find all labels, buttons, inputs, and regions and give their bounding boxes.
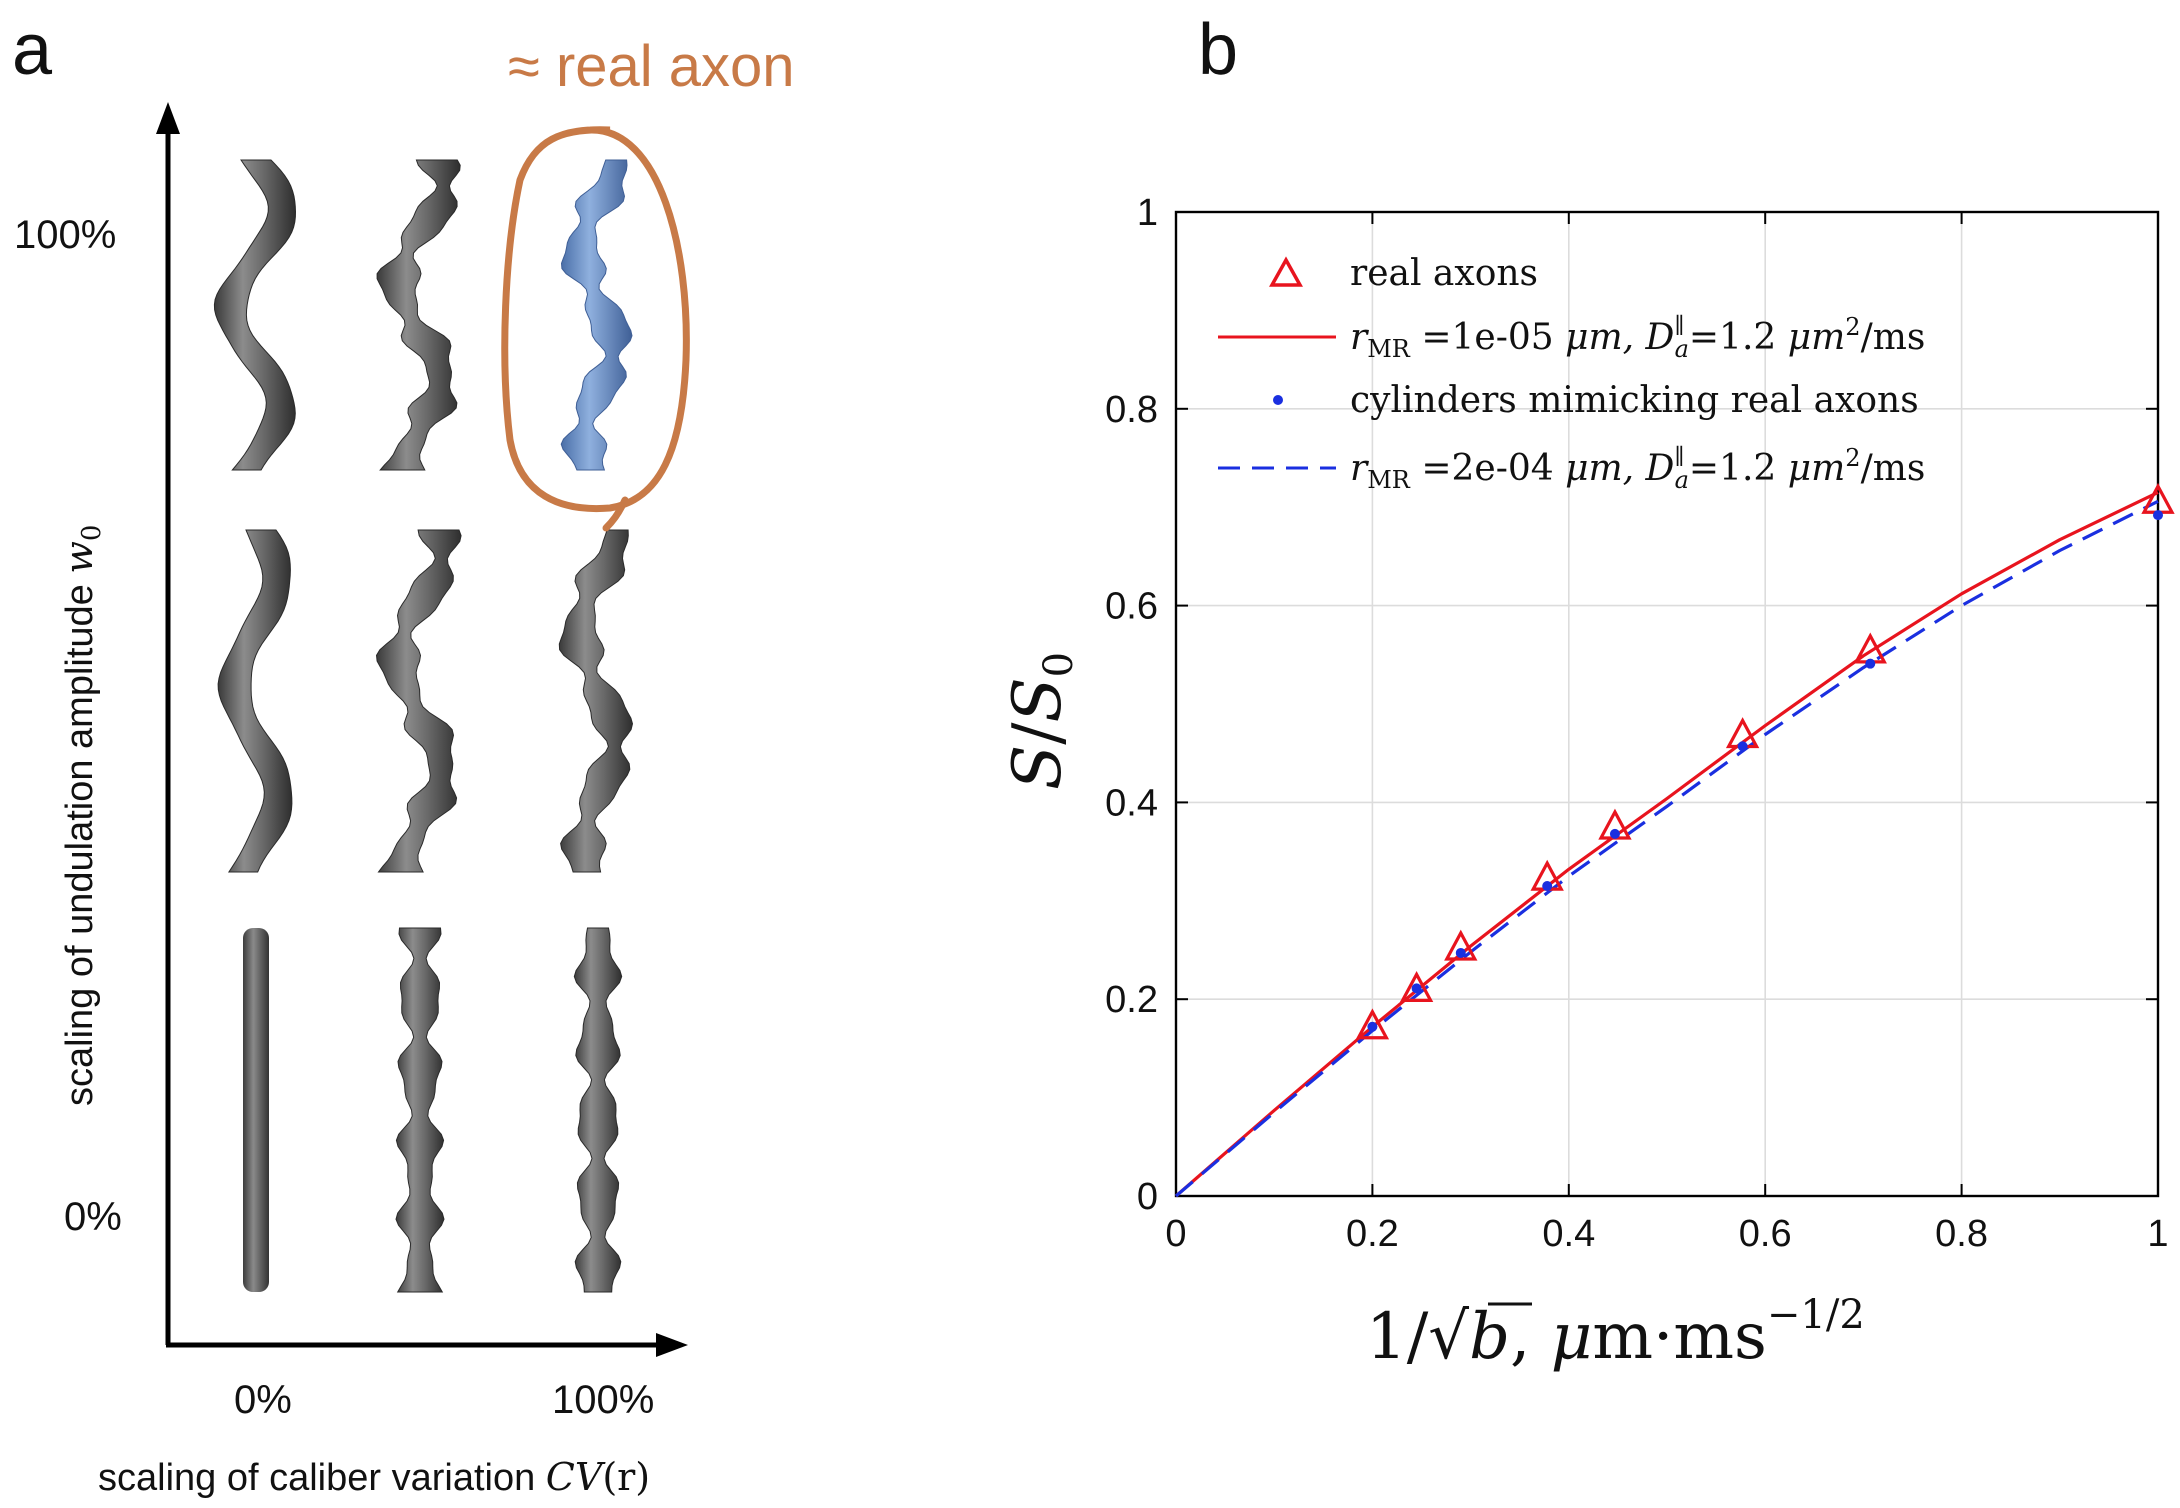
real-axon-point: [1399, 970, 1434, 1002]
x-axis-label: scaling of caliber variation CV(r): [98, 1455, 650, 1499]
axon-glyph: [573, 927, 623, 1293]
y-tick-label: 1: [1137, 192, 1158, 234]
legend-entry-cylinder-fit: rMR =2e-04 μm, D∥ a=1.2 μm2/ms: [1350, 444, 1925, 494]
y-tick-bottom: 0%: [64, 1195, 122, 1239]
cylinder-point: [1542, 881, 1553, 892]
chart-x-label: 1/√b, μm·ms−1/2: [1366, 1292, 1865, 1374]
legend-entry-cylinders: cylinders mimicking real axons: [1350, 380, 1919, 421]
real-axon-highlight-loop: [501, 126, 690, 532]
y-tick-label: 0.4: [1105, 782, 1158, 824]
real-axon-point: [1444, 929, 1478, 961]
x-tick-label: 0.4: [1542, 1213, 1595, 1255]
chart-y-label: S/S0: [999, 652, 1082, 790]
x-tick-label: 0.8: [1935, 1213, 1988, 1255]
chart-ticks: [1175, 211, 2159, 1197]
y-tick-labels: 0 0.2 0.4 0.6 0.8 1: [1105, 192, 1158, 1218]
plot-frame: [1174, 210, 2160, 1198]
x-tick-right: 100%: [552, 1378, 654, 1422]
panel-a-letter: a: [12, 10, 53, 90]
axon-glyph: [558, 529, 634, 873]
series-line-real-fit: [1174, 490, 2159, 1198]
x-tick-label: 0.6: [1739, 1213, 1792, 1255]
panel-a: a ≈ real axon 100% 0% 0% 100% scaling of…: [12, 10, 795, 1499]
cylinder-point: [1455, 947, 1466, 958]
y-axis-arrowhead-icon: [156, 102, 180, 134]
y-tick-top: 100%: [14, 213, 116, 257]
legend-entry-real-axons: real axons: [1350, 253, 1538, 294]
x-axis-arrowhead-icon: [656, 1333, 688, 1357]
chart-series: [1174, 482, 2175, 1198]
cylinder-point: [1865, 658, 1876, 669]
axon-grid: [213, 159, 634, 1293]
y-tick-label: 0.2: [1105, 979, 1158, 1021]
y-tick-label: 0.6: [1105, 586, 1158, 628]
cylinder-point: [1609, 828, 1620, 839]
x-tick-labels: 0 0.2 0.4 0.6 0.8 1: [1165, 1213, 2168, 1255]
series-line-cylinder-fit: [1174, 499, 2159, 1198]
legend-entry-real-fit: rMR =1e-05 μm, D∥ a=1.2 μm2/ms: [1350, 313, 1925, 363]
svg-text:1/√b, μm·ms−1/2: 1/√b, μm·ms−1/2: [1366, 1292, 1865, 1374]
y-tick-label: 0: [1137, 1176, 1158, 1218]
real-axon-glyph: [560, 159, 633, 471]
legend-dot-icon: [1273, 395, 1283, 405]
legend: real axons rMR =1e-05 μm, D∥ a=1.2 μm2/ms…: [1218, 253, 1925, 494]
legend-triangle-icon: [1269, 256, 1303, 287]
axon-glyph: [395, 927, 445, 1293]
chart-grid: [1175, 211, 2159, 1197]
axon-glyph: [217, 529, 293, 873]
x-tick-label: 0.2: [1346, 1213, 1399, 1255]
cylinder-point: [1737, 741, 1748, 752]
cylinder-point: [1367, 1021, 1378, 1032]
panel-b: b 0 0.2 0.4 0.6 0.8 1 0 0.2 0.4 0.6 0.8 1 real axo…: [999, 10, 2175, 1374]
axon-glyph: [376, 159, 461, 471]
y-tick-label: 0.8: [1105, 389, 1158, 431]
axon-straight-cylinder: [243, 928, 269, 1292]
x-tick-left: 0%: [234, 1378, 292, 1422]
panel-b-letter: b: [1198, 10, 1238, 90]
x-tick-label: 0: [1165, 1213, 1186, 1255]
axon-glyph: [213, 159, 297, 471]
axon-glyph: [375, 529, 462, 873]
x-tick-label: 1: [2147, 1213, 2168, 1255]
y-axis-label: scaling of undulation amplitude w0: [57, 525, 107, 1106]
cylinder-point: [2153, 510, 2163, 521]
real-axon-point: [1355, 1008, 1390, 1040]
real-axon-highlight-label: ≈ real axon: [508, 34, 795, 99]
cylinder-point: [1411, 983, 1422, 994]
